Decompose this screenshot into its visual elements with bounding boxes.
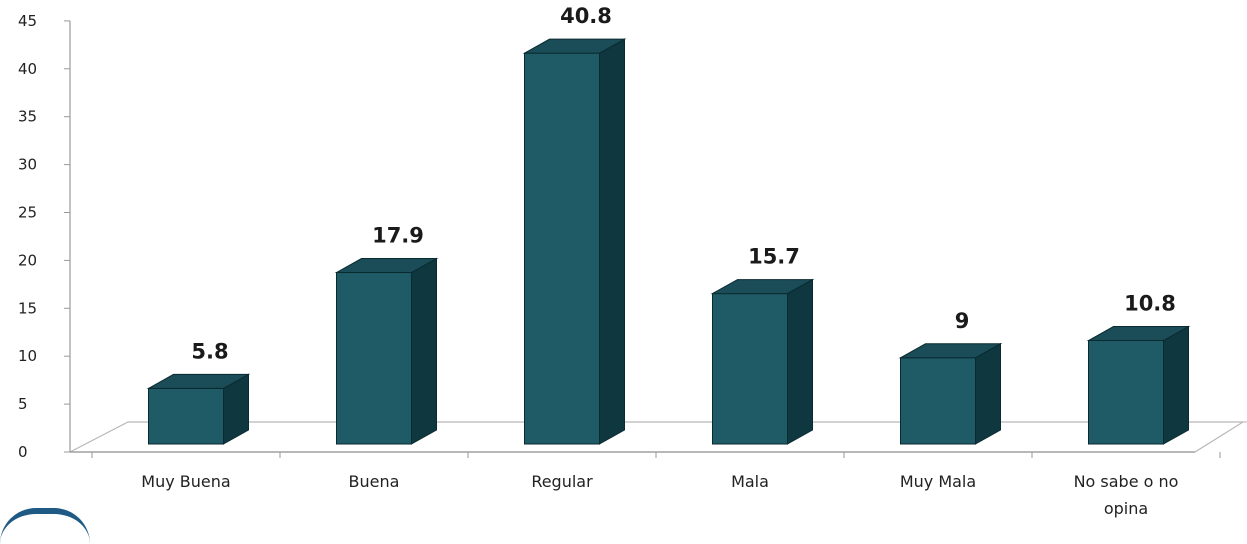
bar-top-face <box>1086 326 1191 342</box>
x-category-label: Mala <box>731 472 769 491</box>
y-tick-label: 5 <box>18 395 28 413</box>
x-category-label: Muy Buena <box>141 472 230 491</box>
bar-side-face <box>1163 325 1189 445</box>
data-label: 9 <box>955 309 970 333</box>
bar-front-face <box>524 52 600 445</box>
bar-front-face <box>148 387 224 445</box>
y-tick-label: 0 <box>18 443 28 461</box>
bar-top-face <box>334 258 439 274</box>
bar <box>1086 325 1191 445</box>
bar-side-face <box>599 38 625 445</box>
bar <box>334 257 439 445</box>
bar-side-face <box>975 342 1001 445</box>
y-tick-label: 20 <box>18 251 37 269</box>
bar-top-face <box>146 373 251 389</box>
decorative-corner-swoosh <box>0 508 90 544</box>
x-category-label: Muy Mala <box>900 472 976 491</box>
y-tick-label: 10 <box>18 347 37 365</box>
data-label: 15.7 <box>748 245 800 269</box>
x-category-label: No sabe o no opina <box>1074 472 1179 518</box>
bar-side-face <box>787 278 813 445</box>
y-tick-label: 30 <box>18 156 37 174</box>
bar-top-face <box>710 279 815 295</box>
bar-front-face <box>336 272 412 445</box>
y-tick-label: 40 <box>18 60 37 78</box>
x-category-label: Buena <box>349 472 400 491</box>
data-label: 5.8 <box>191 339 228 363</box>
y-tick-label: 15 <box>18 299 37 317</box>
bar <box>898 342 1003 445</box>
data-label: 10.8 <box>1124 292 1176 316</box>
bar-chart: 0 5 10 15 20 25 30 35 40 45 5.8 Muy Buena 17.9 Buena… <box>18 4 1247 518</box>
bar-front-face <box>712 293 788 445</box>
y-tick-label: 25 <box>18 204 37 222</box>
bar-top-face <box>898 343 1003 359</box>
y-tick-label: 45 <box>18 12 37 30</box>
data-label: 17.9 <box>372 224 424 248</box>
bar-front-face <box>1088 340 1164 445</box>
bar-front-face <box>900 357 976 445</box>
bar-side-face <box>411 257 437 445</box>
x-category-label: Regular <box>531 472 593 491</box>
data-label: 40.8 <box>560 4 612 28</box>
y-tick-label: 35 <box>18 108 37 126</box>
bar <box>710 278 815 445</box>
bar-top-face <box>522 38 627 54</box>
bar <box>522 38 627 445</box>
bar <box>146 373 251 445</box>
